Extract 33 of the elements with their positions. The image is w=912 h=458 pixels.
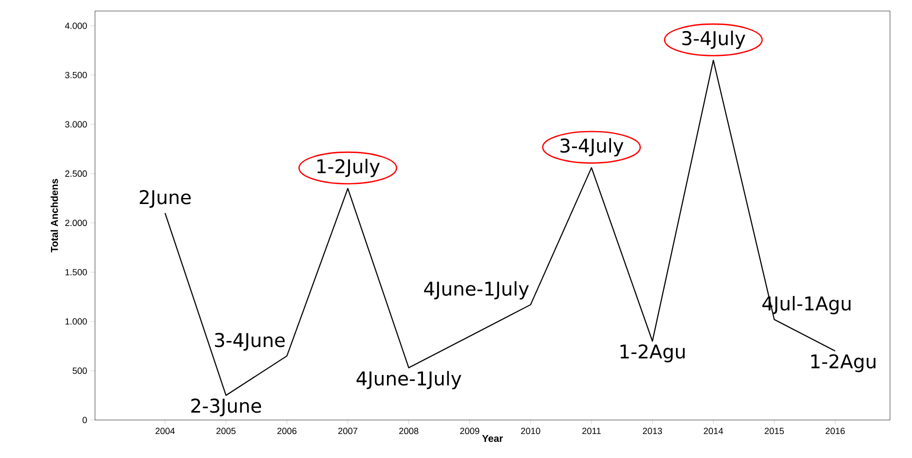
y-tick-label: 1.500	[65, 268, 87, 276]
x-tick-label: 2009	[460, 428, 480, 434]
y-tick-label: 2.500	[65, 170, 87, 177]
annotation: 1-2Agu	[620, 344, 685, 362]
x-tick-label: 2006	[277, 428, 296, 434]
y-tick-label: 4.000	[64, 22, 87, 29]
annotation: 1-2Agu	[811, 354, 876, 372]
x-axis-title: Year	[482, 434, 503, 442]
annotation: 1-2July	[317, 158, 380, 178]
x-tick-label: 2005	[216, 428, 236, 434]
annotation: 3-4July	[682, 30, 746, 49]
x-tick-label: 2007	[338, 428, 358, 434]
x-tick-label: 2010	[521, 428, 540, 434]
y-tick-label: 2.000	[65, 220, 87, 226]
x-tick-label: 2008	[399, 428, 418, 434]
annotation: 2-3June	[191, 398, 262, 416]
y-tick-label: 0	[82, 416, 87, 424]
y-tick-label: 3.000	[65, 121, 87, 128]
annotation: 4June-1July	[356, 370, 462, 390]
y-tick-label: 1.000	[65, 318, 87, 325]
x-tick-label: 2013	[642, 428, 662, 434]
annotation: 3-4July	[560, 138, 624, 156]
y-axis-title: Total Anchdens	[50, 178, 58, 252]
x-tick-label: 2011	[582, 428, 601, 434]
annotation: 3-4June	[214, 332, 285, 351]
y-tick-label: 500	[72, 368, 87, 374]
annotation: 2June	[140, 190, 191, 208]
y-tick-label: 3.500	[65, 72, 87, 78]
x-tick-label: 2014	[704, 428, 724, 434]
x-tick-label: 2015	[764, 428, 784, 434]
x-tick-label: 2004	[156, 428, 175, 434]
x-tick-label: 2016	[826, 428, 845, 434]
annotation: 4June-1July	[424, 281, 529, 300]
